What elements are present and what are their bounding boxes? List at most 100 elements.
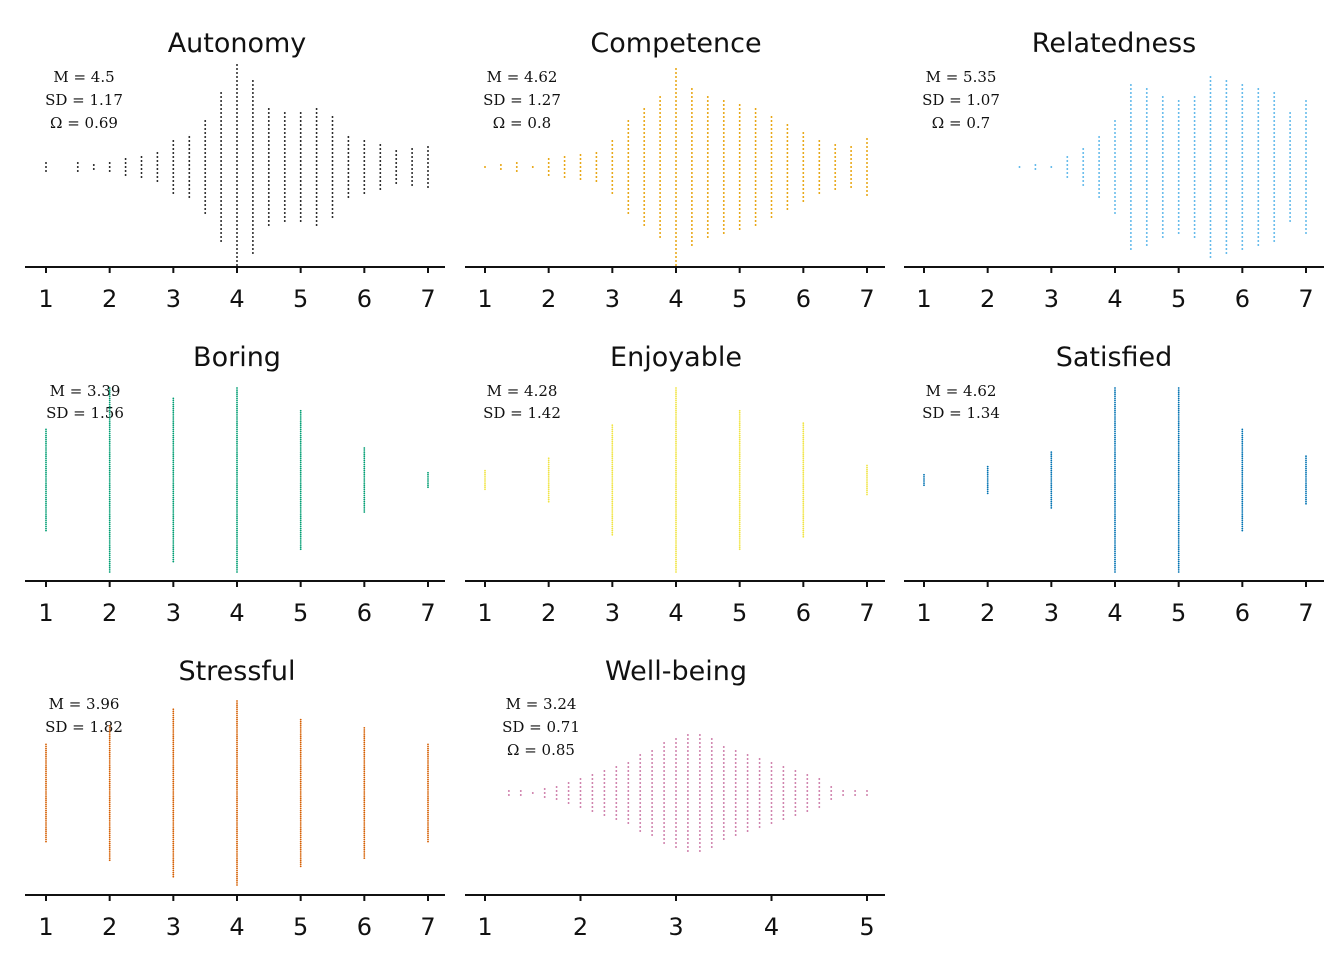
data-point — [1177, 424, 1180, 427]
data-point — [675, 473, 677, 476]
data-point — [1241, 438, 1244, 441]
data-point — [363, 807, 366, 810]
data-point — [172, 791, 175, 793]
data-point — [411, 148, 414, 150]
data-point — [236, 498, 238, 501]
data-point — [45, 432, 47, 435]
data-point — [627, 176, 630, 178]
data-point — [1098, 180, 1101, 182]
data-point — [734, 790, 737, 792]
data-point — [770, 786, 773, 788]
data-point — [1225, 84, 1228, 86]
data-point — [188, 156, 191, 158]
data-point — [299, 116, 302, 118]
dot-column — [76, 162, 79, 172]
data-point — [675, 220, 677, 222]
data-point — [1241, 492, 1244, 495]
stat-mean: M = 3.96 — [49, 695, 120, 713]
data-point — [236, 76, 238, 78]
data-point — [547, 488, 550, 491]
data-point — [363, 164, 366, 166]
data-point — [738, 538, 741, 540]
data-point — [1145, 208, 1148, 210]
data-point — [484, 166, 486, 168]
data-point — [794, 814, 797, 816]
data-point — [1273, 128, 1276, 130]
dot-layer — [45, 64, 429, 270]
data-point — [591, 806, 594, 808]
data-point — [411, 164, 414, 166]
data-point — [866, 472, 868, 475]
data-point — [1114, 393, 1116, 396]
data-point — [1241, 471, 1244, 474]
data-point — [686, 746, 689, 748]
data-point — [710, 818, 713, 820]
data-point — [1098, 192, 1101, 194]
data-point — [236, 511, 238, 513]
data-point — [283, 116, 286, 118]
data-point — [651, 774, 654, 776]
dot-column — [1018, 166, 1021, 168]
data-point — [45, 824, 47, 826]
data-point — [1098, 164, 1101, 166]
data-point — [1241, 192, 1244, 194]
data-point — [427, 830, 429, 833]
data-point — [738, 533, 741, 536]
data-point — [172, 447, 175, 449]
data-point — [108, 755, 111, 758]
data-point — [236, 828, 238, 831]
data-point — [615, 778, 618, 780]
data-point — [754, 224, 757, 226]
data-point — [1177, 445, 1180, 447]
data-point — [659, 104, 662, 106]
data-point — [108, 760, 111, 762]
data-point — [108, 492, 111, 495]
data-point — [1129, 204, 1132, 206]
data-point — [1241, 200, 1244, 202]
data-point — [427, 473, 429, 476]
data-point — [172, 188, 175, 190]
data-point — [1161, 136, 1164, 138]
data-point — [706, 116, 709, 118]
data-point — [734, 814, 737, 816]
data-point — [251, 252, 254, 254]
data-point — [379, 180, 382, 182]
data-point — [108, 791, 111, 793]
data-point — [643, 224, 646, 226]
data-point — [1209, 132, 1212, 134]
data-point — [627, 184, 630, 186]
data-point — [675, 112, 677, 114]
data-point — [347, 192, 350, 194]
data-point — [710, 774, 713, 776]
data-point — [172, 799, 175, 802]
data-point — [347, 160, 350, 162]
data-point — [866, 186, 868, 188]
data-point — [1177, 414, 1180, 416]
data-point — [1129, 112, 1132, 114]
data-point — [108, 766, 111, 769]
data-point — [686, 734, 689, 736]
data-point — [675, 465, 677, 468]
data-point — [1114, 550, 1116, 553]
data-point — [172, 517, 175, 520]
data-point — [45, 170, 47, 172]
data-point — [236, 871, 238, 874]
data-point — [1305, 112, 1307, 114]
data-point — [363, 830, 366, 833]
data-point — [547, 473, 550, 476]
data-point — [1241, 124, 1244, 126]
data-point — [299, 533, 302, 536]
data-point — [172, 846, 175, 849]
data-point — [686, 838, 689, 840]
data-point — [1129, 144, 1132, 146]
data-point — [1177, 387, 1180, 389]
data-point — [236, 544, 238, 546]
data-point — [698, 806, 701, 808]
data-point — [758, 778, 761, 780]
data-point — [299, 813, 302, 816]
data-point — [108, 416, 111, 418]
data-point — [1209, 204, 1212, 206]
data-point — [236, 473, 238, 476]
data-point — [363, 492, 366, 495]
data-point — [1305, 116, 1307, 118]
